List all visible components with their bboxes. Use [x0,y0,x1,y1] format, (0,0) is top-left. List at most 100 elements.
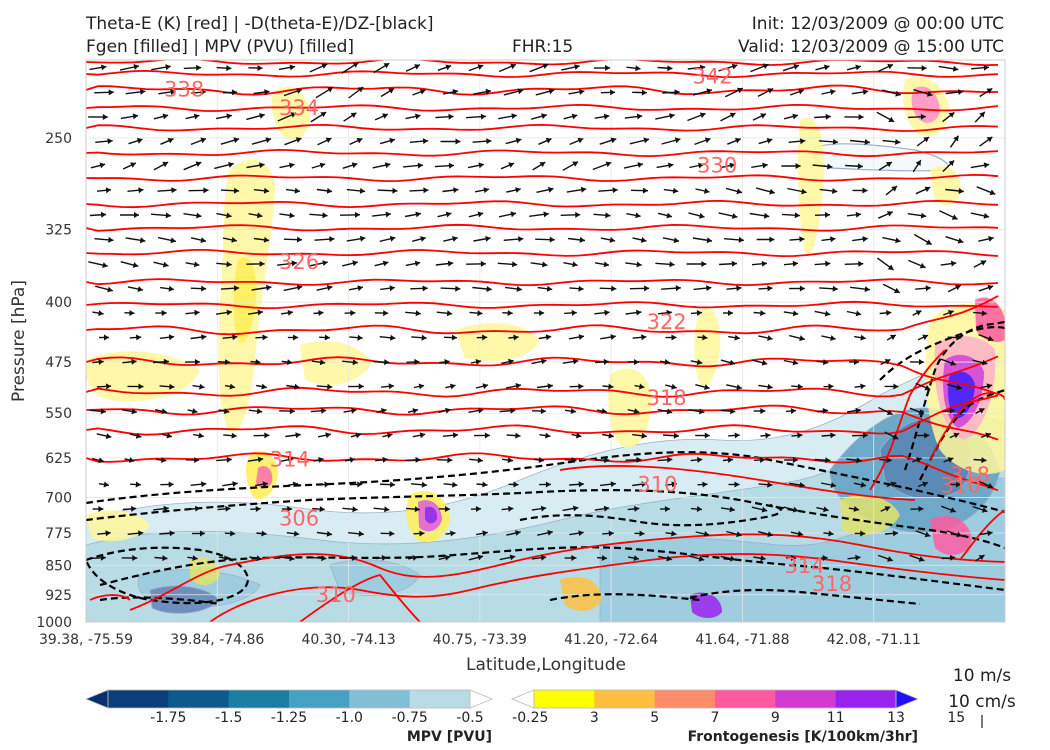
plot-frame [85,59,1006,623]
wind-vector-head [386,432,393,439]
wind-vector-head [734,334,740,341]
wind-vector-head [134,212,139,218]
wind-vector-head [577,137,584,144]
wind-vector-head [510,407,516,414]
wind-vector-head [890,334,896,341]
wind-vector-head [572,261,578,268]
wind-vector-head [200,237,206,243]
wind-vector-head [792,260,798,267]
wind-vector-head [191,408,198,414]
wind-vector-head [447,457,453,464]
wind-vector-head [639,383,645,390]
colorbar-outline [533,689,897,709]
wind-vector-head [138,530,144,537]
wind-vector-head [445,407,451,414]
wind-vector-head [161,310,167,316]
wind-vector-head [545,334,552,341]
wind-vector-head [289,162,295,169]
wind-vector-head [862,89,869,95]
colorbar-tick-label: -1.5 [215,710,242,726]
wind-vector-head [231,432,237,439]
fgen-region [560,576,602,611]
fgen-region [975,297,1005,342]
wind-vector-head [129,310,135,316]
wind-vector-head [448,113,454,120]
wind-vector-head [634,505,640,512]
wind-vector-head [855,407,861,414]
wind-vector-head [170,237,176,244]
wind-vector-head [133,64,139,70]
wind-vector-head [509,554,516,561]
wind-vector-head [549,236,555,243]
wind-vector-head [610,89,616,96]
wind-vector-head [925,285,931,292]
wind-vector-head [699,112,706,119]
wind-vector-head [924,186,931,193]
wind-vector-head [412,408,418,414]
wind-vector-head [538,457,544,463]
theta-e-contour [209,553,1005,622]
wind-vector-head [763,212,770,219]
wind-vector-head [673,432,679,439]
wind-vector-head [165,64,171,71]
theta-e-label: 342 [693,65,733,89]
wind-vector-head [699,212,705,219]
wind-vector-head [382,113,388,119]
wind-vector-head [412,555,418,561]
wind-vector-head [445,64,452,71]
y-tick-label: 325 [45,223,72,239]
wind-vector-head [223,555,230,561]
wind-vector-head [484,432,490,439]
wind-vector-head [138,187,144,194]
wind-vector-head [830,482,836,488]
colorbar-outline [107,689,471,709]
wind-vector-head [452,432,459,439]
wind-vector-head [636,261,642,268]
wind-vector-head [636,456,642,463]
wind-vector-head [296,284,303,291]
wind-vector-head [234,187,240,194]
wind-vector-head [949,407,955,414]
wind-vector-head [703,531,710,537]
colorbar-segment [228,690,290,708]
wind-vector-head [706,285,712,292]
wind-vector-head [855,64,861,71]
wind-vector-head [168,481,174,488]
colorbar-segment [409,690,471,708]
wind-vector-head [384,162,391,169]
header-title-line1: Theta-E (K) [red] | -D(theta-E)/DZ-[blac… [86,14,434,34]
wind-vector-head [701,261,707,267]
theta-e-contour [86,173,999,183]
wind-vector-head [419,530,425,537]
y-tick-label: 400 [45,295,72,311]
wind-vector-head [193,113,200,120]
x-tick-label: 42.08, -71.11 [827,632,921,648]
wind-vector-head [105,187,111,194]
y-tick-label: 1000 [36,615,72,631]
wind-vector-head [667,456,673,463]
wind-vector-head [475,506,481,512]
wind-vector-head [792,310,799,317]
wind-vector-head [864,139,870,145]
wind-vector-head [351,555,357,561]
wind-vector-head [633,359,639,365]
wind-vector-head [318,310,324,316]
colorbar-tick-label: 13 [887,710,905,726]
wind-vector-head [797,383,803,390]
wind-vector-head [641,481,647,488]
fgen-region [840,495,900,535]
wind-vector-head [666,408,673,415]
wind-vector-head [294,187,300,194]
wind-vector-head [664,359,670,365]
wind-vector-head [572,358,579,365]
theta-e-contour [89,594,131,601]
wind-vector-head [983,64,989,71]
wind-vector-head [198,432,204,439]
wind-vector-head [132,113,139,120]
wind-vector-head [762,162,768,169]
wind-vector-head [171,187,177,194]
wind-vector-head [478,162,484,169]
wind-vector-head [858,260,864,267]
wind-vector-head [571,555,577,561]
wind-vector-head [766,138,773,144]
